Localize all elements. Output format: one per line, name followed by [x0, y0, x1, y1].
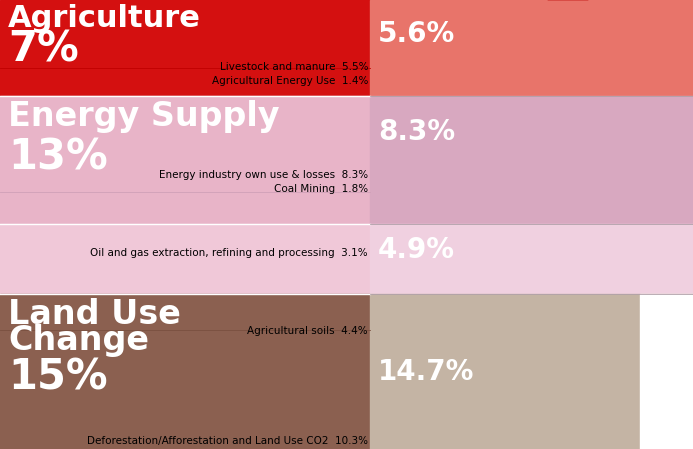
Bar: [640, 294, 693, 449]
Bar: [0, 96, 370, 224]
Bar: [0, 224, 370, 294]
Text: 14.7%: 14.7%: [378, 358, 475, 386]
Text: Energy Supply: Energy Supply: [8, 100, 279, 133]
Text: 7%: 7%: [8, 28, 79, 70]
Text: Agricultural Energy Use  1.4%: Agricultural Energy Use 1.4%: [211, 76, 368, 86]
Bar: [370, 0, 693, 96]
Text: 5.6%: 5.6%: [378, 20, 455, 48]
Text: 4.9%: 4.9%: [378, 236, 455, 264]
Bar: [370, 224, 693, 294]
Text: 13%: 13%: [8, 136, 107, 178]
Text: Land Use: Land Use: [8, 298, 181, 331]
Text: Coal Mining  1.8%: Coal Mining 1.8%: [274, 184, 368, 194]
Text: 8.3%: 8.3%: [378, 118, 455, 146]
Text: Agriculture: Agriculture: [8, 4, 201, 33]
Text: Deforestation/Afforestation and Land Use CO2  10.3%: Deforestation/Afforestation and Land Use…: [87, 436, 368, 446]
Text: Livestock and manure  5.5%: Livestock and manure 5.5%: [220, 62, 368, 72]
Text: Agricultural soils  4.4%: Agricultural soils 4.4%: [247, 326, 368, 336]
Bar: [0, 294, 370, 449]
Text: Change: Change: [8, 324, 149, 357]
Bar: [370, 294, 693, 449]
Bar: [0, 0, 370, 96]
Text: 15%: 15%: [8, 356, 107, 398]
Bar: [370, 96, 693, 224]
Text: Energy industry own use & losses  8.3%: Energy industry own use & losses 8.3%: [159, 170, 368, 180]
Text: Oil and gas extraction, refining and processing  3.1%: Oil and gas extraction, refining and pro…: [90, 248, 368, 258]
